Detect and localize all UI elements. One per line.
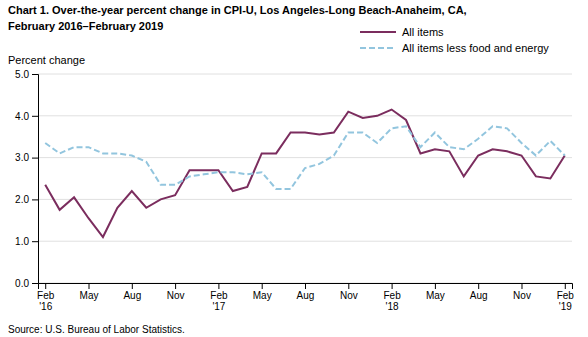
y-tick-label: 2.0 <box>15 194 29 205</box>
x-tick: May <box>426 283 445 301</box>
y-tick-label: 1.0 <box>15 236 29 247</box>
y-tick-mark <box>32 158 38 159</box>
x-tick-mark <box>132 283 133 289</box>
y-axis-title: Percent change <box>8 54 85 66</box>
x-tick: Nov <box>167 283 185 301</box>
y-tick: 0.0 <box>15 278 38 289</box>
y-tick: 5.0 <box>15 69 38 80</box>
text-line: Feb <box>557 290 575 301</box>
x-tick-mark <box>348 283 349 289</box>
y-tick-mark <box>32 116 38 117</box>
grid-line <box>38 115 572 116</box>
y-tick-label: 5.0 <box>15 69 29 80</box>
x-tick-label: Feb'19 <box>557 290 575 312</box>
chart: Chart 1. Over-the-year percent change in… <box>0 0 588 337</box>
y-tick-label: 0.0 <box>15 278 29 289</box>
text-line: Aug <box>470 290 488 301</box>
x-tick-label: Feb'18 <box>383 290 401 312</box>
text-line: Nov <box>513 290 531 301</box>
x-tick: Feb'16 <box>37 283 55 312</box>
x-tick-label: Feb'16 <box>37 290 55 312</box>
x-tick-label: Nov <box>340 290 358 301</box>
grid <box>38 74 572 283</box>
x-tick: Feb'17 <box>210 283 228 312</box>
x-tick-mark <box>262 283 263 289</box>
lines <box>45 110 565 237</box>
y-tick-mark <box>32 241 38 242</box>
grid-line <box>38 199 572 200</box>
x-tick: Aug <box>123 283 141 301</box>
x-tick-label: May <box>426 290 445 301</box>
text-line: '18 <box>386 301 399 312</box>
series-line <box>45 126 565 189</box>
text-line: Chart 1. Over-the-year percent change in… <box>8 4 467 16</box>
y-tick-label: 4.0 <box>15 111 29 122</box>
text-line: '17 <box>212 301 225 312</box>
x-tick: Feb'18 <box>383 283 401 312</box>
plot: 0.01.02.03.04.05.0Feb'16MayAugNovFeb'17M… <box>15 69 574 312</box>
x-tick-mark <box>521 283 522 289</box>
x-tick-mark <box>305 283 306 289</box>
x-tick-mark <box>45 283 46 289</box>
legend-swatch <box>360 31 396 33</box>
text-line: February 2016–February 2019 <box>8 20 163 32</box>
legend-label: All items <box>402 26 444 38</box>
text-line: Feb <box>383 290 401 301</box>
y-tick-mark <box>32 283 38 284</box>
grid-line <box>38 157 572 158</box>
x-tick: May <box>253 283 272 301</box>
y-tick: 4.0 <box>15 111 38 122</box>
x-tick-mark <box>478 283 479 289</box>
text-line: Feb <box>210 290 228 301</box>
x-tick: May <box>80 283 99 301</box>
x-tick: Nov <box>513 283 531 301</box>
x-tick-mark <box>89 283 90 289</box>
y-tick-label: 3.0 <box>15 152 29 163</box>
y-tick: 3.0 <box>15 152 38 163</box>
legend-swatch <box>360 47 396 49</box>
series-line <box>45 110 565 237</box>
text-line: Feb <box>37 290 55 301</box>
y-tick: 1.0 <box>15 236 38 247</box>
x-tick: Nov <box>340 283 358 301</box>
x-tick-label: Nov <box>167 290 185 301</box>
x-axis: Feb'16MayAugNovFeb'17MayAugNovFeb'18MayA… <box>37 283 574 312</box>
x-tick: Aug <box>470 283 488 301</box>
text-line: '19 <box>559 301 572 312</box>
x-tick-mark <box>392 283 393 289</box>
y-tick: 2.0 <box>15 194 38 205</box>
text-line: May <box>80 290 99 301</box>
text-line: May <box>253 290 272 301</box>
x-tick-label: Feb'17 <box>210 290 228 312</box>
x-tick-label: Nov <box>513 290 531 301</box>
grid-line <box>38 74 572 75</box>
x-tick: Aug <box>297 283 315 301</box>
x-tick-label: May <box>253 290 272 301</box>
x-tick-label: Aug <box>470 290 488 301</box>
x-axis-line <box>39 284 573 290</box>
x-tick-label: Aug <box>297 290 315 301</box>
y-axis-line <box>32 75 39 284</box>
grid-line <box>38 241 572 242</box>
text-line: '16 <box>39 301 52 312</box>
x-tick-mark <box>435 283 436 289</box>
y-tick-mark <box>32 74 38 75</box>
y-axis: 0.0 1.0 2.0 3.0 4.0 5.0 <box>15 69 38 289</box>
text-line: Nov <box>340 290 358 301</box>
text-line: Aug <box>123 290 141 301</box>
annotation: Source: U.S. Bureau of Labor Statistics. <box>8 324 185 335</box>
legend: All items All items less food and energy <box>360 26 549 54</box>
text-line: Aug <box>297 290 315 301</box>
legend-label: All items less food and energy <box>402 42 549 54</box>
y-tick-mark <box>32 199 38 200</box>
x-tick: Feb'19 <box>557 283 575 312</box>
x-tick-mark <box>565 283 566 289</box>
x-tick-mark <box>175 283 176 289</box>
x-tick-label: Aug <box>123 290 141 301</box>
x-tick-label: May <box>80 290 99 301</box>
x-tick-mark <box>218 283 219 289</box>
text-line: May <box>426 290 445 301</box>
text-line: Nov <box>167 290 185 301</box>
title: Chart 1. Over-the-year percent change in… <box>8 4 467 32</box>
